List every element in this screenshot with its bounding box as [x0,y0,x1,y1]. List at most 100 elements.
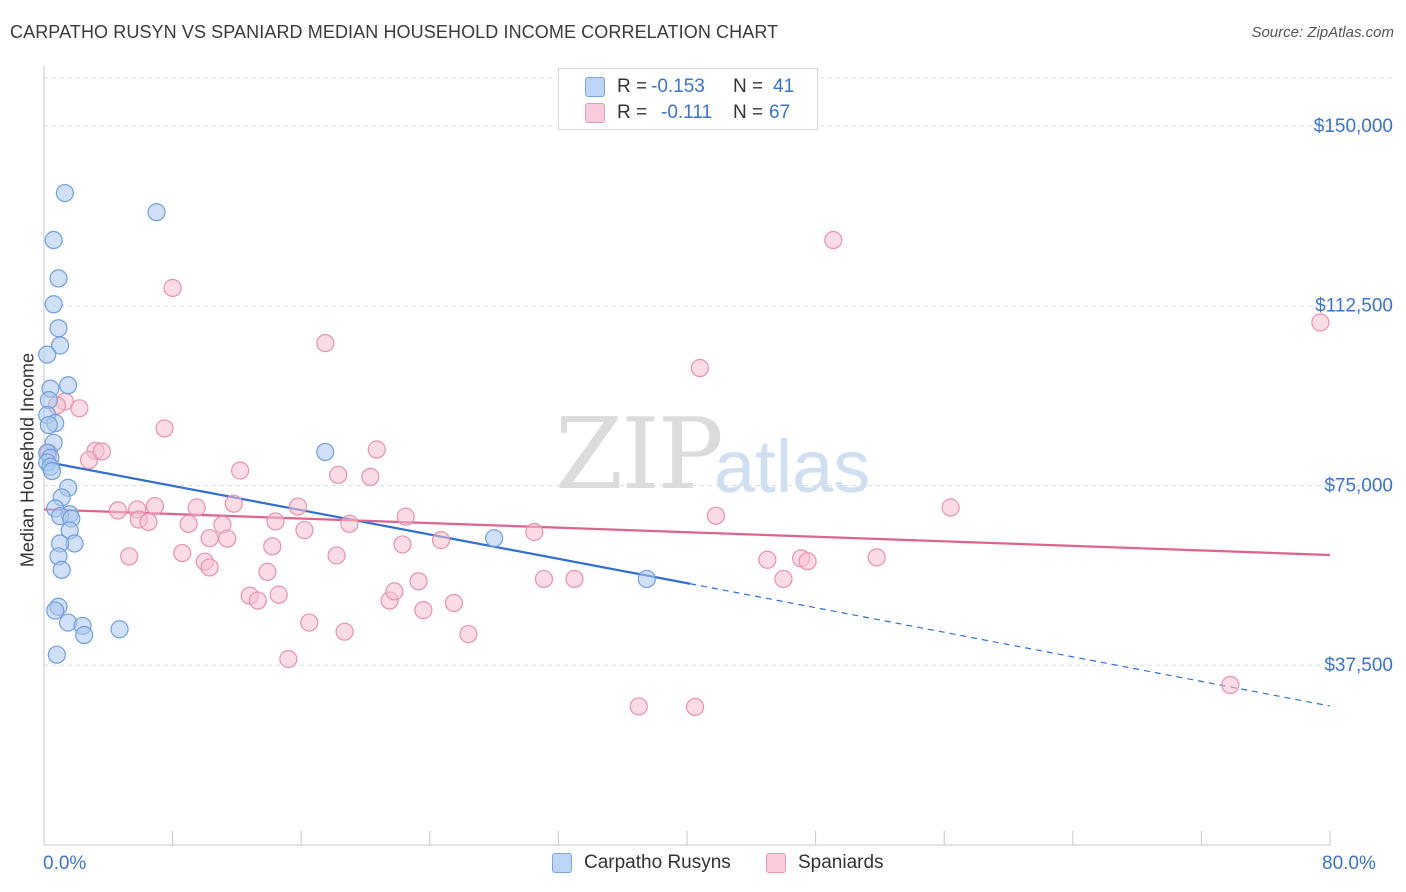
legend-r-label: R = [617,76,648,97]
spaniard-point [139,512,158,532]
watermark-zip: ZIP [555,398,724,512]
carpatho-point [316,442,335,462]
y-tick-label: $37,500 [1324,655,1393,676]
spaniard-point [758,550,777,569]
carpatho-point [637,569,656,589]
spaniard-point [269,585,288,604]
legend-r-label: R = [617,102,648,123]
spaniard-point [288,497,308,516]
carpatho-point [485,529,504,548]
carpatho-point [42,461,62,481]
y-tick-label: $150,000 [1314,116,1393,137]
spaniard-point [295,520,314,540]
carpatho-point [44,230,63,250]
bottom-legend-carpatho: Carpatho Rusyns [552,852,731,874]
carpatho-point [47,645,66,664]
carpatho-point [59,376,78,395]
y-tick-label: $112,500 [1315,296,1393,317]
carpatho-point [147,203,166,222]
carpatho-point [50,336,70,355]
spaniard-trend-line [43,508,1331,557]
carpatho-point [38,345,57,364]
spaniard-point [525,522,544,542]
bottom-legend-label-carpatho: Carpatho Rusyns [584,852,731,873]
carpatho-point [44,295,63,314]
legend-r-value: -0.111 [661,102,713,123]
spaniard-point [409,572,428,591]
spaniard-point [200,529,219,548]
spaniard-point [444,593,464,613]
chart-title: CARPATHO RUSYN VS SPANIARD MEDIAN HOUSEH… [10,22,779,42]
spaniard-point [534,569,554,589]
source-label: Source: ZipAtlas.com [1251,24,1394,41]
spaniard-point [941,498,960,517]
legend-n-label: N = [733,102,764,123]
carpatho-point [55,183,74,203]
bottom-legend-swatch-blue [552,853,572,873]
carpatho-point [46,601,65,620]
spaniard-point [414,601,433,620]
spaniard-point [70,399,89,418]
spaniard-point [179,514,198,533]
carpatho-point [39,415,58,435]
spaniard-point [155,419,174,438]
spaniard-point [316,333,335,353]
spaniard-point [266,512,285,531]
spaniard-point [335,622,354,641]
spaniard-point [361,467,380,486]
spaniard-point [367,440,386,459]
grid-lines [44,77,1394,666]
carpatho-point [75,625,94,645]
spaniard-point [431,531,451,550]
y-tick-labels: $37,500 $75,000 $112,500 $150,000 [1314,116,1393,676]
spaniard-point [163,278,182,298]
spaniard-point [279,649,298,669]
spaniard-point [629,697,648,716]
spaniard-point [120,547,139,566]
y-tick-label: $75,000 [1324,475,1393,496]
watermark-atlas: atlas [714,425,871,508]
bottom-legend-label-spaniards: Spaniards [798,852,884,873]
spaniard-point [1221,675,1240,694]
carpatho-trend-line [43,460,691,585]
spaniard-point [459,624,478,644]
spaniard-point [1311,313,1330,332]
spaniard-point [824,230,843,250]
spaniard-point [774,569,793,589]
spaniard-point [393,535,412,554]
legend-r-value: -0.153 [651,76,705,97]
spaniard-point [263,537,282,556]
legend-swatch-pink [585,103,605,123]
legend-n-value: 67 [769,102,791,123]
legend-n-label: N = [733,76,764,97]
spaniard-point [867,548,886,567]
axes [43,66,1331,846]
x-tick-min: 0.0% [43,853,87,874]
carpatho-point [49,269,68,288]
carpatho-point [49,319,68,338]
legend-swatch-blue [585,77,605,97]
legend-n-value: 41 [773,76,795,97]
spaniard-point [385,582,404,601]
spaniard-point [565,569,584,589]
spaniard-point [396,507,415,526]
spaniard-point [248,591,267,610]
y-axis-label: Median Household Income [17,352,38,568]
spaniard-point [218,529,237,548]
spaniard-point [300,613,319,632]
spaniard-point [92,442,111,461]
spaniard-point [329,465,348,485]
spaniard-point [200,558,219,577]
spaniard-point [79,450,99,470]
spaniard-point [224,494,243,513]
spaniard-point [231,461,250,480]
spaniard-point [327,546,346,565]
spaniard-point [173,543,192,563]
carpatho-point [110,620,129,639]
spaniard-point [685,697,705,717]
spaniard-point [187,498,206,517]
carpatho-point [52,560,71,579]
bottom-legend-swatch-pink [766,853,786,873]
correlation-legend: R = -0.153 N = 41 R = -0.111 N = 67 [558,68,818,130]
